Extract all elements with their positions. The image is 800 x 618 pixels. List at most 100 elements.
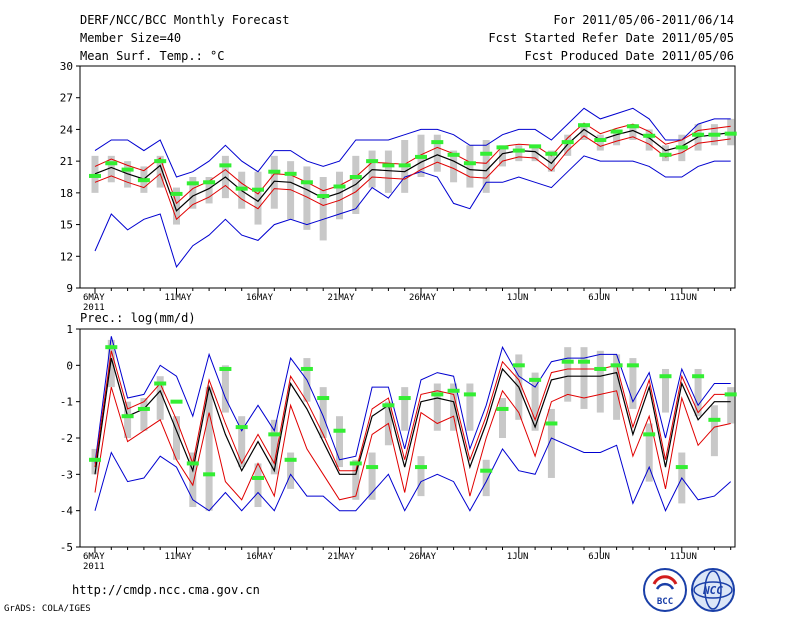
- y-tick-label: 12: [60, 250, 73, 263]
- obs-marker: [545, 151, 558, 156]
- spread-box: [564, 347, 572, 402]
- obs-marker: [284, 457, 297, 462]
- spread-box: [547, 408, 555, 478]
- obs-marker: [121, 167, 134, 172]
- obs-marker: [561, 140, 574, 145]
- spread-box: [319, 387, 327, 438]
- obs-marker: [219, 366, 232, 371]
- obs-marker: [431, 392, 444, 397]
- spread-box: [466, 145, 474, 188]
- spread-box: [596, 350, 604, 413]
- lower-spread-line: [94, 386, 731, 501]
- obs-marker: [545, 421, 558, 426]
- spread-box: [303, 166, 311, 230]
- obs-marker: [300, 180, 313, 185]
- spread-box: [515, 145, 523, 162]
- obs-marker: [105, 161, 118, 166]
- spread-box: [205, 177, 213, 204]
- y-tick-label: 18: [60, 187, 73, 200]
- y-tick-label: 21: [60, 155, 73, 168]
- spread-box: [173, 187, 180, 225]
- spread-box: [580, 124, 588, 140]
- x-tick-label: 6JUN: [588, 293, 610, 303]
- spread-box: [629, 124, 637, 140]
- obs-marker: [431, 140, 444, 145]
- x-tick-label: 1JUN: [507, 293, 529, 303]
- y-tick-label: 0: [66, 359, 73, 372]
- y-tick-label: -4: [60, 505, 74, 518]
- obs-marker: [724, 131, 737, 136]
- spread-box: [531, 372, 539, 431]
- spread-box: [450, 383, 458, 431]
- obs-marker: [170, 191, 183, 196]
- spread-box: [499, 398, 506, 438]
- obs-marker: [610, 129, 623, 134]
- spread-box: [401, 387, 409, 431]
- spread-box: [613, 129, 621, 146]
- min-line: [94, 437, 732, 512]
- y-tick-label: -1: [60, 396, 73, 409]
- obs-marker: [692, 374, 705, 379]
- spread-box: [270, 419, 278, 475]
- obs-marker: [480, 468, 493, 473]
- obs-marker: [300, 366, 313, 371]
- spread-box: [564, 134, 572, 156]
- obs-marker: [252, 475, 264, 480]
- obs-marker: [366, 159, 379, 164]
- obs-marker: [415, 465, 427, 470]
- spread-box: [466, 383, 474, 431]
- spread-box: [368, 452, 376, 500]
- obs-marker: [89, 173, 101, 178]
- obs-marker: [186, 461, 199, 466]
- obs-marker: [675, 145, 688, 150]
- obs-marker: [398, 396, 411, 401]
- obs-marker: [724, 392, 737, 397]
- y-tick-label: -5: [60, 541, 73, 554]
- obs-marker: [447, 388, 460, 393]
- obs-marker: [252, 187, 264, 192]
- ensemble-mean-line: [94, 128, 731, 212]
- obs-marker: [317, 194, 330, 199]
- spread-box: [107, 339, 115, 388]
- spread-box: [384, 150, 392, 193]
- obs-marker: [578, 123, 590, 128]
- upper-spread-line: [94, 122, 731, 205]
- obs-marker: [366, 465, 379, 470]
- spread-box: [662, 368, 669, 413]
- x-tick-label: 6JUN: [588, 552, 610, 562]
- obs-marker: [659, 152, 672, 157]
- x-tick-label: 26MAY: [409, 293, 437, 303]
- obs-marker: [349, 461, 362, 466]
- obs-marker: [284, 171, 297, 176]
- member-size: Member Size=40: [80, 31, 182, 45]
- upper-spread-line: [94, 350, 731, 472]
- obs-marker: [675, 465, 688, 470]
- ensemble-mean-line: [94, 357, 731, 475]
- spread-box: [156, 376, 164, 420]
- obs-marker: [154, 381, 167, 386]
- x-tick-label: 26MAY: [409, 552, 437, 562]
- spread-box: [287, 452, 295, 489]
- plot-frame: [79, 65, 736, 289]
- spread-box: [629, 358, 637, 409]
- obs-marker: [496, 145, 509, 150]
- x-tick-label: 6MAY: [83, 293, 105, 303]
- spread-box: [319, 177, 327, 241]
- obs-marker: [692, 132, 705, 137]
- obs-marker: [137, 406, 150, 411]
- forecast-title: DERF/NCC/BCC Monthly Forecast: [80, 13, 290, 27]
- obs-marker: [708, 132, 721, 137]
- source-url[interactable]: http://cmdp.ncc.cma.gov.cn: [72, 583, 260, 597]
- bcc-logo-text: BCC: [657, 597, 673, 607]
- obs-marker: [382, 163, 395, 168]
- x-tick-label: 16MAY: [246, 293, 274, 303]
- spread-box: [727, 387, 735, 424]
- obs-marker: [659, 374, 672, 379]
- x-tick-label: 6MAY: [83, 552, 105, 562]
- spread-box: [254, 171, 262, 225]
- spread-box: [710, 405, 718, 457]
- spread-box: [417, 456, 425, 497]
- spread-box: [645, 423, 653, 482]
